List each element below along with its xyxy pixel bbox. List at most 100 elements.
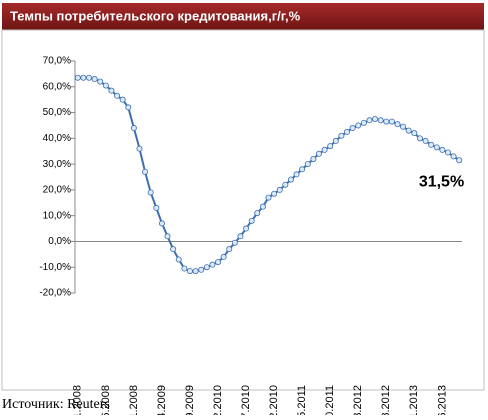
title-bar [2,3,484,30]
y-tick-label: 30,0% [43,159,71,170]
x-tick-label: 01.06.2013 [436,385,448,415]
data-point [164,233,171,240]
data-point [310,155,317,162]
chart-title: Темпы потребительского кредитования,г/г,… [10,8,301,23]
data-point [405,127,412,134]
data-point [220,253,227,260]
data-point [74,74,81,81]
data-point [321,146,328,153]
y-tick-label: 70,0% [43,56,71,67]
x-tick-label: 01.04.2009 [156,385,168,415]
data-point [439,146,446,153]
data-point [237,233,244,240]
y-tick-label: 40,0% [43,133,71,144]
data-point [299,166,306,173]
chart-frame [1,29,485,391]
series-line [77,76,460,273]
y-tick-label: -20,0% [39,288,71,299]
data-point [304,161,311,168]
data-point [444,149,451,156]
x-tick-label: 01.07.2010 [240,385,252,415]
data-point [91,76,98,83]
data-point [102,82,109,89]
data-point [360,119,367,126]
data-point [456,157,463,164]
y-tick-label: 50,0% [43,107,71,118]
data-point [349,125,356,132]
data-point [450,153,457,160]
data-point [327,143,334,150]
x-tick-label: 01.01.2013 [408,385,420,415]
data-point [114,92,121,99]
data-point [158,220,165,227]
data-point [153,204,160,211]
y-tick-label: 20,0% [43,185,71,196]
data-point [80,74,87,81]
data-point [86,74,93,81]
data-point [243,225,250,232]
data-point [254,210,261,217]
data-point [400,123,407,130]
data-point [192,268,199,275]
data-point [355,122,362,129]
x-tick-label: 01.10.2011 [324,385,336,415]
data-point [226,246,233,253]
data-point [282,181,289,188]
source: Источник: Reuters [2,397,110,412]
data-point [428,141,435,148]
data-point [136,145,143,152]
data-point [276,186,283,193]
x-tick-label: 01.03.2012 [352,385,364,415]
data-point [108,87,115,94]
data-point [181,265,188,272]
y-tick-label: 60,0% [43,81,71,92]
data-point [271,190,278,197]
x-tick-label: 01.08.2012 [380,385,392,415]
data-point [215,259,222,266]
y-tick-label: 10,0% [43,210,71,221]
data-point [175,256,182,263]
data-point [411,130,418,137]
data-point [125,104,132,111]
data-point [383,118,390,125]
data-point [416,135,423,142]
data-point [203,264,210,271]
data-point [372,116,379,123]
x-tick-label: 01.06.2008 [100,385,112,415]
x-tick-label: 01.11.2008 [128,385,140,415]
data-point [422,137,429,144]
data-point [344,128,351,135]
data-point [338,132,345,139]
data-point [366,117,373,124]
data-point [97,78,104,85]
x-tick-label: 01.12.2010 [268,385,280,415]
data-point [130,125,137,132]
data-point [198,266,205,273]
data-point [315,150,322,157]
data-point [231,239,238,246]
data-point [388,118,395,125]
x-tick-label: 01.09.2009 [184,385,196,415]
data-point [259,203,266,210]
y-tick-label: -10,0% [39,262,71,273]
data-point [119,96,126,103]
data-point [293,171,300,178]
x-tick-label: 01.02.2010 [212,385,224,415]
data-point [147,189,154,196]
data-point [265,194,272,201]
data-point [248,217,255,224]
data-point [209,261,216,268]
data-point [186,268,193,275]
x-tick-label: 01.05.2011 [296,385,308,415]
value-label: 31,5% [419,173,464,190]
data-point [332,137,339,144]
x-tick-label: 01.01.2008 [72,385,84,415]
data-point [142,168,149,175]
data-point [433,144,440,151]
data-point [377,117,384,124]
y-tick-label: 0,0% [48,236,71,247]
data-point [287,176,294,183]
data-point [394,121,401,128]
